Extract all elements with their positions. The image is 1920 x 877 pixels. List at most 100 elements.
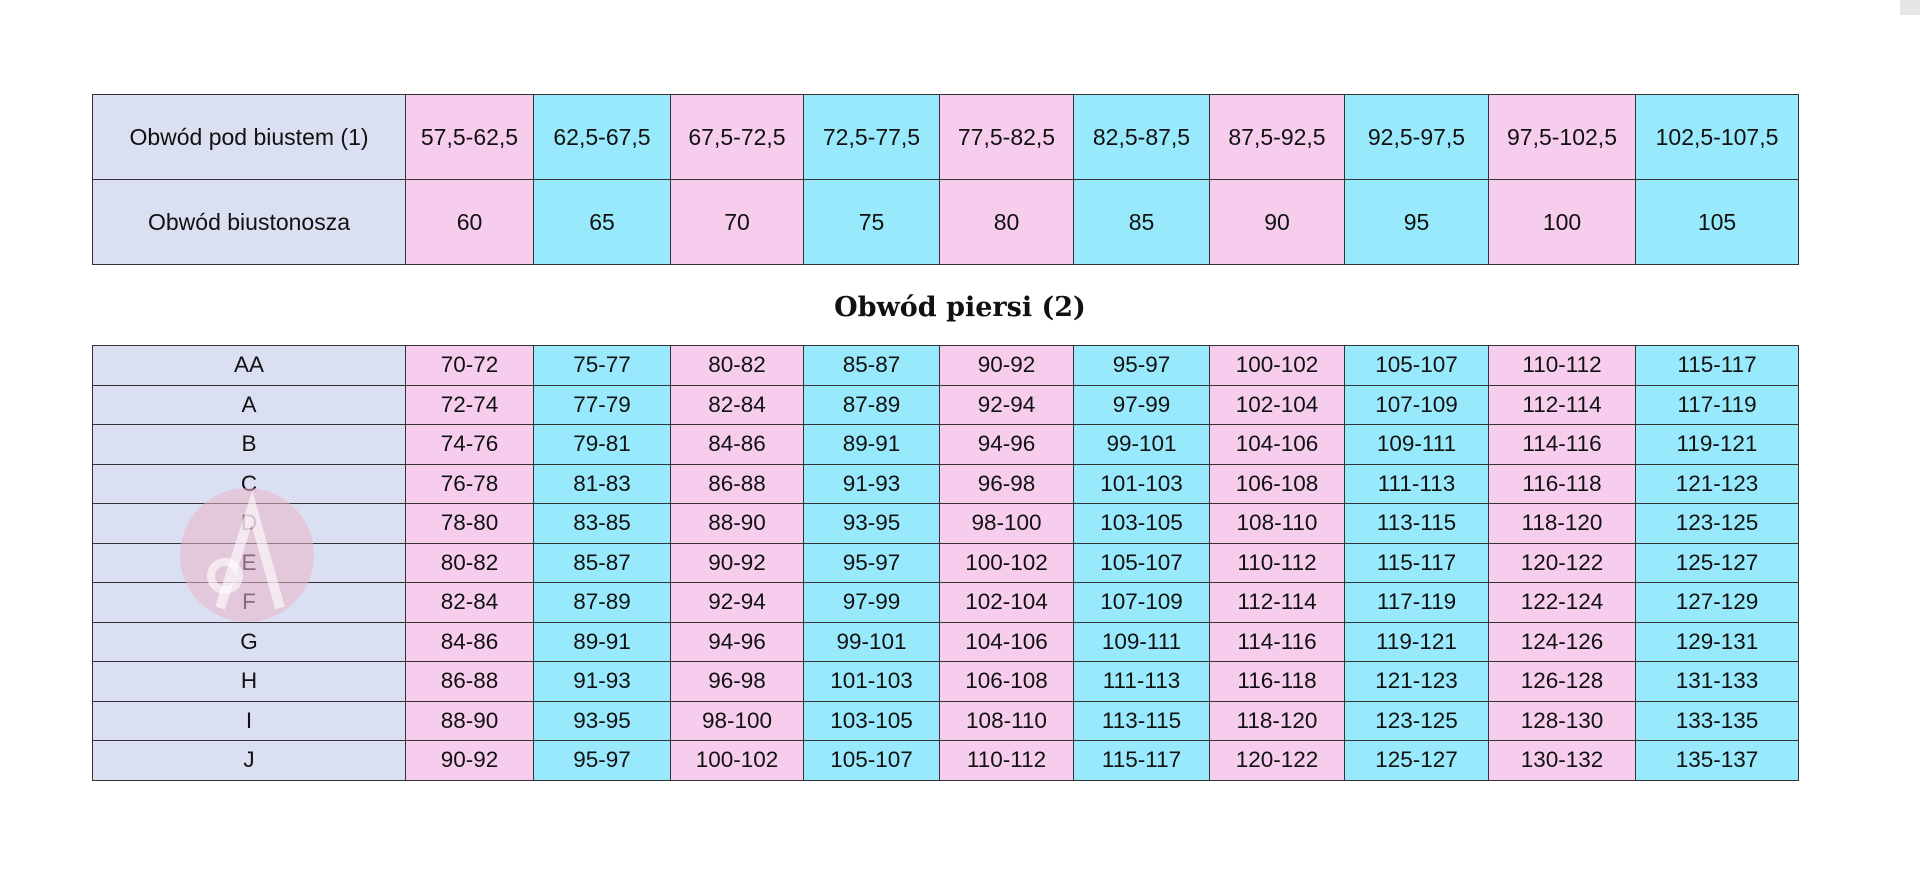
- table-cell: 119-121: [1344, 621, 1489, 662]
- table-row: G 84-86 89-91 94-96 99-101 104-106 109-111 114-…: [92, 621, 1799, 662]
- table-cell: 77-79: [533, 384, 671, 425]
- band-size-table: Obwód pod biustem (1) 57,5-62,5 62,5-67,5 6…: [92, 94, 1799, 265]
- table-cell: 103-105: [803, 700, 940, 741]
- table-cell: 107-109: [1344, 384, 1489, 425]
- table-row: J 90-92 95-97 100-102 105-107 110-112 115-117 1…: [92, 740, 1799, 781]
- table-cell: 80-82: [670, 345, 804, 386]
- table-cell: 88-90: [670, 503, 804, 544]
- table-cell: 96-98: [939, 463, 1074, 504]
- table-cell: 85-87: [533, 542, 671, 583]
- table-cell: 94-96: [939, 424, 1074, 465]
- table-cell: 123-125: [1635, 503, 1799, 544]
- table-cell: 103-105: [1073, 503, 1210, 544]
- table-cell: 128-130: [1488, 700, 1636, 741]
- table-cell: 111-113: [1073, 661, 1210, 702]
- table-cell: 85: [1073, 179, 1210, 265]
- table-cell: 125-127: [1344, 740, 1489, 781]
- table-cell: 126-128: [1488, 661, 1636, 702]
- table-cell: 80: [939, 179, 1074, 265]
- table-cell: 101-103: [803, 661, 940, 702]
- table-cell: 97-99: [1073, 384, 1210, 425]
- table-cell: 98-100: [939, 503, 1074, 544]
- table-cell: 109-111: [1344, 424, 1489, 465]
- table-cell: 115-117: [1073, 740, 1210, 781]
- table-cell: 88-90: [405, 700, 534, 741]
- table-cell: 104-106: [1209, 424, 1345, 465]
- table-cell: 72,5-77,5: [803, 94, 940, 180]
- table-cell: 106-108: [1209, 463, 1345, 504]
- table-cell: 120-122: [1209, 740, 1345, 781]
- table-cell: 93-95: [803, 503, 940, 544]
- table-cell: 90-92: [939, 345, 1074, 386]
- table-cell: 119-121: [1635, 424, 1799, 465]
- table-cell: 100-102: [1209, 345, 1345, 386]
- table-cell: 116-118: [1209, 661, 1345, 702]
- table-cell: 70: [670, 179, 804, 265]
- table-cell: 94-96: [670, 621, 804, 662]
- table-cell: 86-88: [405, 661, 534, 702]
- table-cell: 87,5-92,5: [1209, 94, 1345, 180]
- table-cell: 127-129: [1635, 582, 1799, 623]
- table-cell: 122-124: [1488, 582, 1636, 623]
- table-cell: 121-123: [1635, 463, 1799, 504]
- table-cell: 105: [1635, 179, 1799, 265]
- row-label: D: [92, 503, 406, 544]
- table-cell: 104-106: [939, 621, 1074, 662]
- table-cell: 115-117: [1344, 542, 1489, 583]
- table-cell: 60: [405, 179, 534, 265]
- table-cell: 95-97: [803, 542, 940, 583]
- row-label: I: [92, 700, 406, 741]
- table-cell: 80-82: [405, 542, 534, 583]
- table-cell: 98-100: [670, 700, 804, 741]
- table-cell: 113-115: [1344, 503, 1489, 544]
- row-label: A: [92, 384, 406, 425]
- section-title: Obwód piersi (2): [834, 292, 1086, 323]
- table-cell: 91-93: [803, 463, 940, 504]
- table-cell: 129-131: [1635, 621, 1799, 662]
- table-cell: 133-135: [1635, 700, 1799, 741]
- table-cell: 114-116: [1209, 621, 1345, 662]
- table-cell: 87-89: [533, 582, 671, 623]
- table-cell: 100-102: [670, 740, 804, 781]
- table-cell: 67,5-72,5: [670, 94, 804, 180]
- table-cell: 109-111: [1073, 621, 1210, 662]
- table-cell: 72-74: [405, 384, 534, 425]
- table-cell: 95: [1344, 179, 1489, 265]
- row-label: E: [92, 542, 406, 583]
- scrollbar-corner: [1900, 0, 1920, 15]
- table-cell: 101-103: [1073, 463, 1210, 504]
- table-cell: 102,5-107,5: [1635, 94, 1799, 180]
- table-cell: 82-84: [405, 582, 534, 623]
- table-cell: 108-110: [1209, 503, 1345, 544]
- table-cell: 93-95: [533, 700, 671, 741]
- table-cell: 78-80: [405, 503, 534, 544]
- table-row: B 74-76 79-81 84-86 89-91 94-96 99-101 104-106 1…: [92, 424, 1799, 465]
- table-cell: 116-118: [1488, 463, 1636, 504]
- table-row: C 76-78 81-83 86-88 91-93 96-98 101-103 106-108…: [92, 463, 1799, 504]
- table-cell: 108-110: [939, 700, 1074, 741]
- table-cell: 115-117: [1635, 345, 1799, 386]
- table-cell: 130-132: [1488, 740, 1636, 781]
- table-cell: 83-85: [533, 503, 671, 544]
- table-cell: 120-122: [1488, 542, 1636, 583]
- table-cell: 90-92: [670, 542, 804, 583]
- table-cell: 112-114: [1488, 384, 1636, 425]
- table-cell: 105-107: [1073, 542, 1210, 583]
- table-cell: 110-112: [1209, 542, 1345, 583]
- table-row: Obwód pod biustem (1) 57,5-62,5 62,5-67,5 6…: [92, 94, 1799, 180]
- table-cell: 95-97: [533, 740, 671, 781]
- table-cell: 92-94: [939, 384, 1074, 425]
- table-row: F 82-84 87-89 92-94 97-99 102-104 107-109 112-1…: [92, 582, 1799, 623]
- table-cell: 106-108: [939, 661, 1074, 702]
- table-cell: 113-115: [1073, 700, 1210, 741]
- table-cell: 125-127: [1635, 542, 1799, 583]
- table-cell: 121-123: [1344, 661, 1489, 702]
- table-cell: 92,5-97,5: [1344, 94, 1489, 180]
- table-cell: 111-113: [1344, 463, 1489, 504]
- table-cell: 135-137: [1635, 740, 1799, 781]
- table-cell: 62,5-67,5: [533, 94, 671, 180]
- table-cell: 118-120: [1209, 700, 1345, 741]
- table-cell: 84-86: [405, 621, 534, 662]
- table-cell: 114-116: [1488, 424, 1636, 465]
- table-cell: 89-91: [533, 621, 671, 662]
